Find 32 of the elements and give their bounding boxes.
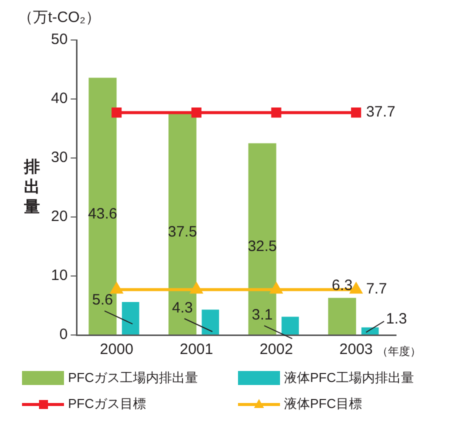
data-label: 7.7 — [366, 280, 387, 298]
data-label: 37.7 — [366, 104, 396, 121]
y-tick-label: 20 — [50, 208, 68, 226]
x-tick-label: 2002 — [260, 341, 293, 358]
y-tick-label: 0 — [59, 326, 68, 344]
data-label: 1.3 — [386, 310, 407, 328]
y-axis-title: 排出量 — [23, 158, 40, 216]
x-tick-label: 2001 — [180, 341, 214, 358]
data-label: 3.1 — [252, 306, 273, 324]
bar — [328, 298, 356, 334]
legend-label: 液体PFC目標 — [284, 395, 362, 413]
y-tick-label: 10 — [50, 267, 68, 284]
bar — [282, 316, 299, 334]
legend-label: PFCガス目標 — [68, 395, 146, 413]
bar — [88, 78, 117, 334]
data-label: 37.5 — [168, 223, 198, 240]
data-label: 32.5 — [248, 238, 277, 256]
x-tick-label: 2000 — [100, 341, 134, 358]
bar — [122, 302, 140, 334]
y-tick-label: 30 — [50, 149, 68, 166]
bar — [168, 114, 196, 334]
legend-label: 液体PFC工場内排出量 — [284, 369, 414, 387]
y-tick-label: 50 — [50, 31, 68, 48]
legend-label: PFCガス工場内排出量 — [68, 369, 198, 387]
bar — [202, 310, 220, 334]
x-axis-title: （年度） — [377, 345, 422, 358]
y-tick-label: 40 — [50, 90, 68, 108]
data-label: 4.3 — [172, 299, 193, 316]
data-label: 5.6 — [92, 292, 113, 309]
bar — [248, 143, 276, 334]
x-tick-label: 2003 — [339, 341, 373, 358]
text: （万t-CO₂） — [18, 9, 100, 26]
